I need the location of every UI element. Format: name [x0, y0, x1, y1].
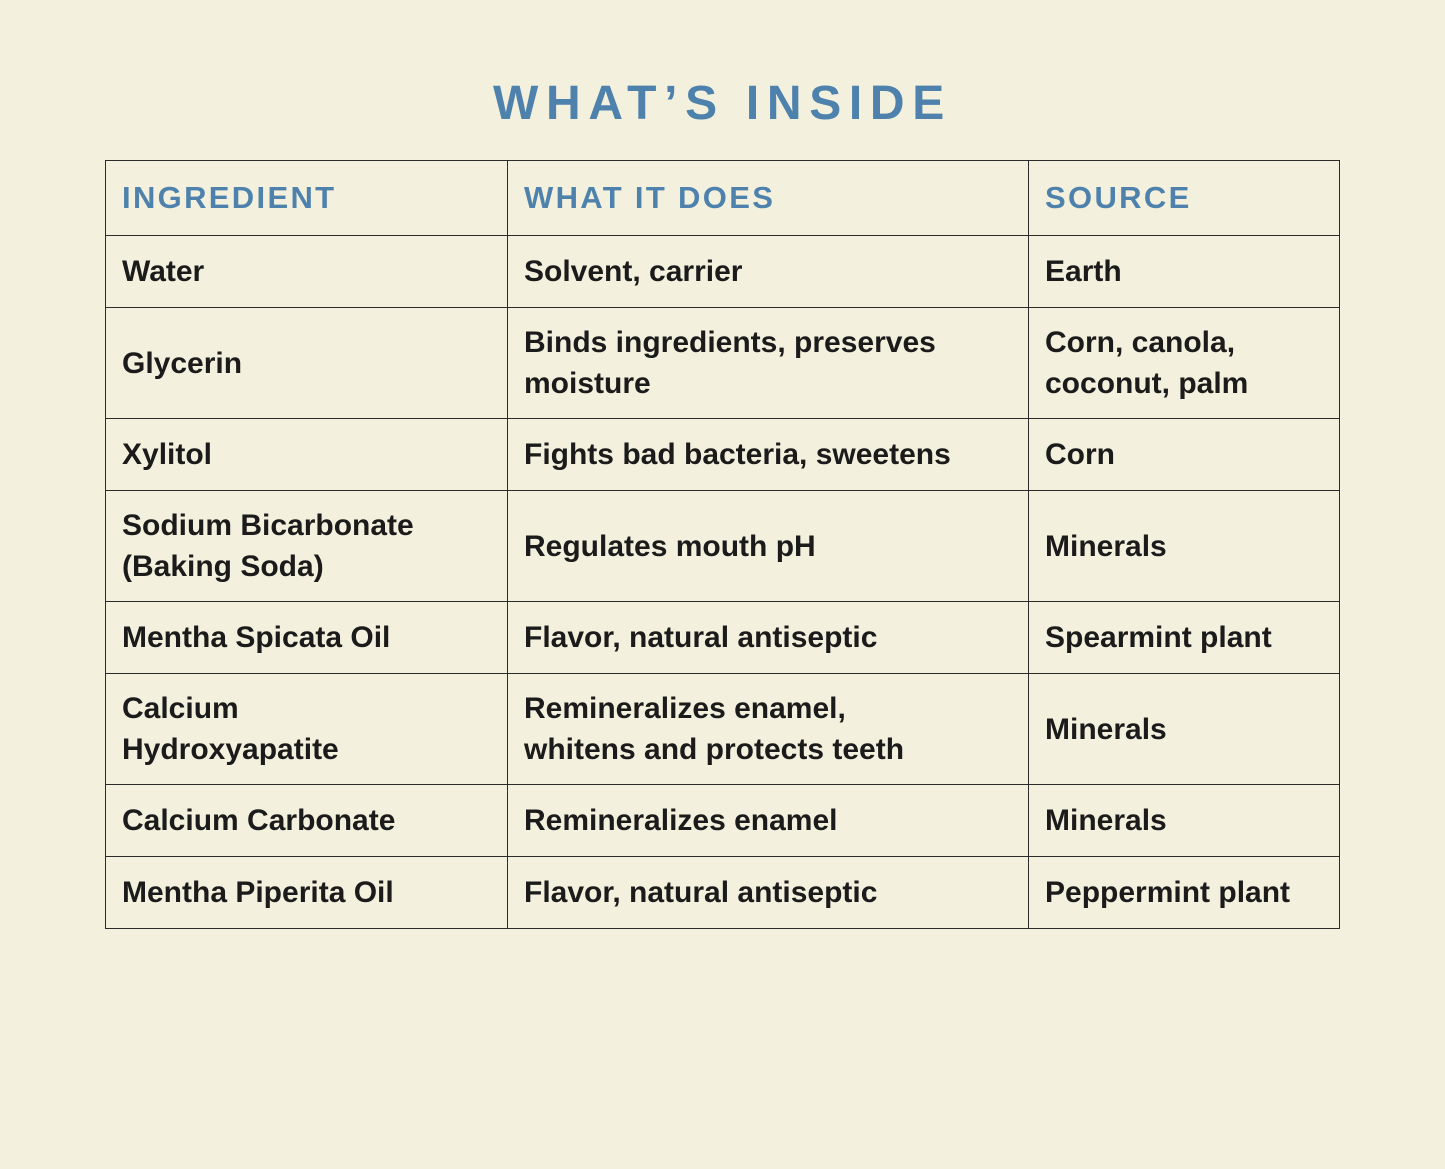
what-it-does-cell: Remineralizes enamel: [507, 784, 1029, 857]
what-it-does-cell: Flavor, natural antiseptic: [507, 601, 1029, 674]
table-row: Water Solvent, carrier Earth: [105, 235, 1340, 308]
what-it-does-cell: Solvent, carrier: [507, 235, 1029, 308]
ingredient-cell: Xylitol: [105, 418, 508, 491]
ingredients-table: INGREDIENT WHAT IT DOES SOURCE Water Sol…: [105, 160, 1340, 929]
table-row: Calcium Carbonate Remineralizes enamel M…: [105, 784, 1340, 857]
what-it-does-cell: Binds ingredients, preserves moisture: [507, 307, 1029, 419]
what-it-does-cell: Remineralizes enamel, whitens and protec…: [507, 673, 1029, 785]
ingredient-cell: Mentha Spicata Oil: [105, 601, 508, 674]
ingredient-cell: Calcium Carbonate: [105, 784, 508, 857]
source-cell: Minerals: [1028, 490, 1340, 602]
what-it-does-cell: Fights bad bacteria, sweetens: [507, 418, 1029, 491]
table-row: Mentha Spicata Oil Flavor, natural antis…: [105, 601, 1340, 674]
table-row: Sodium Bicarbonate (Baking Soda) Regulat…: [105, 490, 1340, 602]
ingredient-cell: Calcium Hydroxyapatite: [105, 673, 508, 785]
column-header-ingredient: INGREDIENT: [105, 160, 508, 236]
what-it-does-cell: Regulates mouth pH: [507, 490, 1029, 602]
column-header-what-it-does: WHAT IT DOES: [507, 160, 1029, 236]
source-cell: Corn: [1028, 418, 1340, 491]
source-cell: Earth: [1028, 235, 1340, 308]
page-title: WHAT’S INSIDE: [493, 77, 952, 130]
column-header-source: SOURCE: [1028, 160, 1340, 236]
table-header-row: INGREDIENT WHAT IT DOES SOURCE: [105, 160, 1340, 236]
ingredient-cell: Glycerin: [105, 307, 508, 419]
table-row: Calcium Hydroxyapatite Remineralizes ena…: [105, 673, 1340, 785]
source-cell: Corn, canola, coconut, palm: [1028, 307, 1340, 419]
source-cell: Spearmint plant: [1028, 601, 1340, 674]
ingredient-cell: Water: [105, 235, 508, 308]
source-cell: Minerals: [1028, 673, 1340, 785]
source-cell: Peppermint plant: [1028, 856, 1340, 929]
table-row: Xylitol Fights bad bacteria, sweetens Co…: [105, 418, 1340, 491]
what-it-does-cell: Flavor, natural antiseptic: [507, 856, 1029, 929]
ingredient-cell: Mentha Piperita Oil: [105, 856, 508, 929]
table-row: Glycerin Binds ingredients, preserves mo…: [105, 307, 1340, 419]
source-cell: Minerals: [1028, 784, 1340, 857]
table-row: Mentha Piperita Oil Flavor, natural anti…: [105, 856, 1340, 929]
ingredient-cell: Sodium Bicarbonate (Baking Soda): [105, 490, 508, 602]
